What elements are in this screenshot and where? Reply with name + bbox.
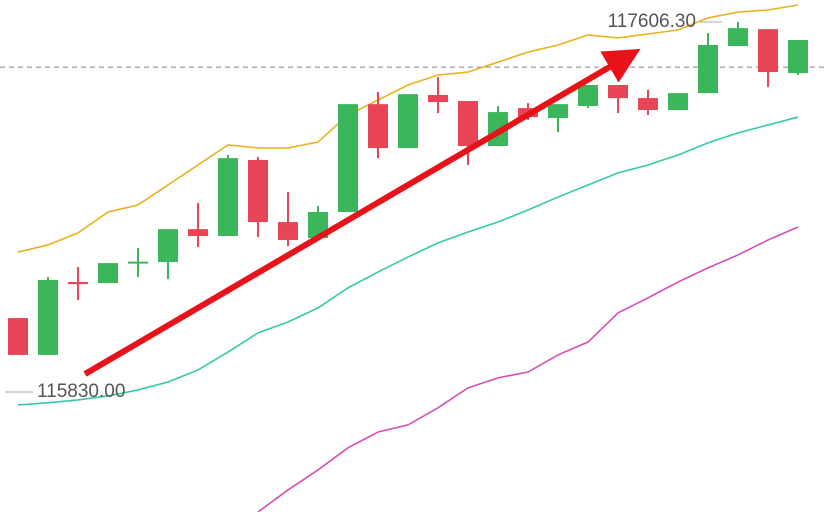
- candle-body: [248, 159, 268, 223]
- annotations: 117606.30 115830.00: [5, 11, 722, 402]
- ma-line: [257, 226, 799, 512]
- candle-body: [188, 229, 208, 237]
- candle-body: [578, 84, 598, 107]
- candle-body: [728, 28, 748, 47]
- candle-body: [638, 98, 658, 110]
- ma-line: [17, 4, 799, 253]
- candle-body: [608, 84, 628, 99]
- candle-body: [278, 222, 298, 240]
- candle-body: [218, 158, 238, 237]
- annotation-label: 115830.00: [37, 381, 125, 402]
- candle-body: [338, 104, 358, 213]
- ma-line: [17, 116, 799, 406]
- candle-body: [38, 279, 58, 355]
- candle-body: [668, 93, 688, 110]
- candle-body: [368, 104, 388, 149]
- candle-body: [548, 104, 568, 119]
- candle-body: [428, 94, 448, 103]
- candle-body: [398, 94, 418, 149]
- candle-body: [158, 229, 178, 263]
- candle-body: [8, 318, 28, 355]
- candle-body: [128, 261, 148, 264]
- candles: [8, 22, 808, 355]
- trend-arrow: [83, 48, 641, 377]
- candle-body: [98, 263, 118, 284]
- lines: [0, 4, 828, 512]
- candle-body: [788, 39, 808, 74]
- candle-body: [698, 44, 718, 94]
- candle-body: [458, 101, 478, 147]
- annotation-label: 117606.30: [608, 11, 696, 32]
- candle-body: [758, 29, 778, 73]
- candle-body: [68, 282, 88, 285]
